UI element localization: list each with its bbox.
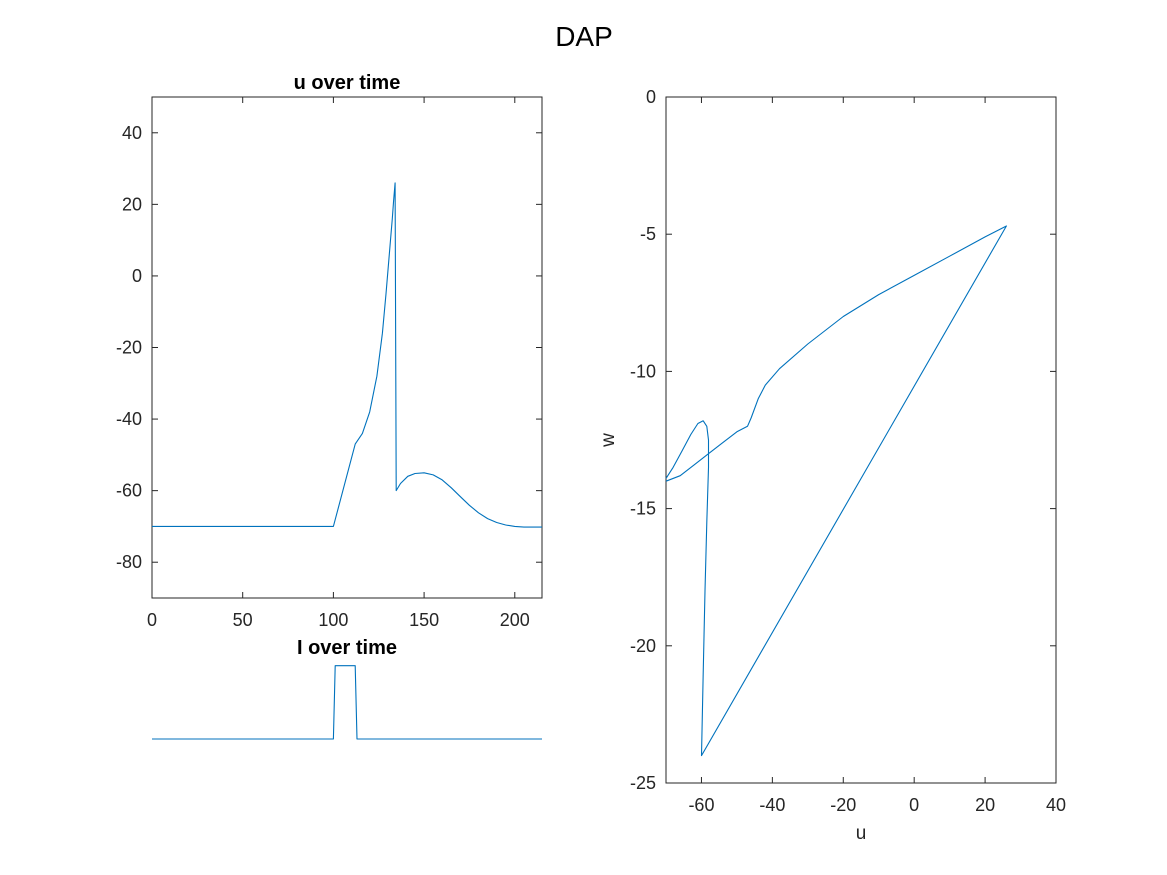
phase-x-tick-label: -40 (759, 795, 785, 815)
figure-title: DAP (555, 21, 613, 52)
u-y-tick-label: 20 (122, 194, 142, 214)
u-y-tick-label: -60 (116, 481, 142, 501)
u-y-tick-label: -20 (116, 338, 142, 358)
phase-y-tick-label: -25 (630, 773, 656, 793)
i-panel-title: I over time (297, 637, 397, 659)
u-series-line (152, 182, 542, 528)
phase-y-tick-label: -15 (630, 499, 656, 519)
phase-x-tick-label: 20 (975, 795, 995, 815)
phase-x-tick-label: -60 (688, 795, 714, 815)
phase-y-tick-label: -20 (630, 636, 656, 656)
phase-axes-box (665, 96, 1057, 784)
u-over-time-panel: u over time 0 50 100 150 200 -80 -60 -40 -20 0 20 40 (116, 72, 543, 630)
phase-y-axis-label: w (598, 433, 619, 448)
phase-series-line (665, 225, 1007, 757)
u-panel-title: u over time (294, 72, 401, 94)
phase-plane-panel: -60 -40 -20 0 20 40 -25 -20 -15 -10 -5 0 u w (598, 87, 1066, 844)
phase-y-tick-label: -5 (640, 224, 656, 244)
i-over-time-panel: I over time (152, 637, 542, 740)
u-y-tick-label: -80 (116, 552, 142, 572)
u-x-tick-label: 100 (318, 610, 348, 630)
i-series-line (152, 665, 542, 740)
u-y-tick-label: -40 (116, 409, 142, 429)
phase-y-tick-label: 0 (646, 87, 656, 107)
u-y-tick-label: 0 (132, 266, 142, 286)
phase-y-tick-label: -10 (630, 361, 656, 381)
phase-x-axis-label: u (856, 823, 867, 844)
phase-x-tick-label: 0 (909, 795, 919, 815)
phase-x-tick-label: -20 (830, 795, 856, 815)
u-y-tick-label: 40 (122, 123, 142, 143)
u-x-tick-label: 150 (409, 610, 439, 630)
u-x-tick-label: 200 (500, 610, 530, 630)
phase-x-tick-label: 40 (1046, 795, 1066, 815)
u-x-tick-label: 50 (233, 610, 253, 630)
u-x-tick-label: 0 (147, 610, 157, 630)
